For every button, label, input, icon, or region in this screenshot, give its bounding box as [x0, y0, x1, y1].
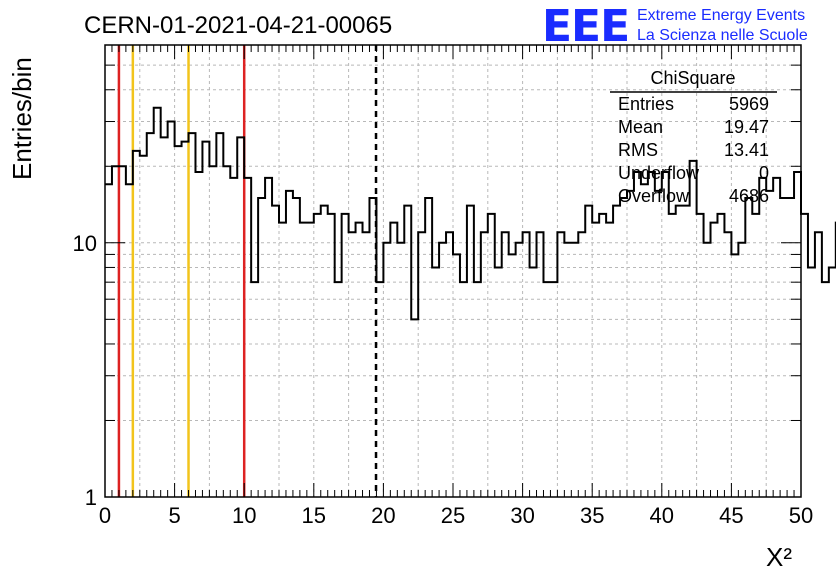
x-tick-label: 25: [441, 503, 465, 528]
stats-value: 0: [759, 163, 769, 183]
y-axis-title: Entries/bin: [7, 57, 37, 180]
logo-line2: La Scienza nelle Scuole: [637, 27, 808, 44]
x-tick-label: 40: [650, 503, 674, 528]
chart-title: CERN-01-2021-04-21-00065: [84, 12, 392, 39]
eee-logo: EEE Extreme Energy Events La Scienza nel…: [542, 1, 808, 52]
y-axis-tick-labels: 1 10: [73, 231, 97, 510]
x-tick-label: 30: [510, 503, 534, 528]
stats-name: ChiSquare: [650, 68, 735, 88]
x-tick-label: 0: [99, 503, 111, 528]
histogram-line: [105, 106, 836, 321]
x-tick-label: 5: [168, 503, 180, 528]
stats-value: 19.47: [724, 117, 769, 137]
y-tick-label: 1: [85, 485, 97, 510]
stats-label: Overflow: [618, 186, 690, 206]
x-axis-tick-labels: 0 5 10 15 20 25 30 35 40 45 50: [99, 503, 813, 528]
stats-rows: Entries 5969 Mean 19.47 RMS 13.41 Underflow 0 Ov…: [618, 94, 769, 206]
y-tick-label: 10: [73, 231, 97, 256]
stats-value: 5969: [729, 94, 769, 114]
stats-label: Underflow: [618, 163, 700, 183]
stats-label: Mean: [618, 117, 663, 137]
x-axis-title: X²: [766, 542, 792, 572]
reference-lines: [117, 45, 378, 497]
plot-grid: [105, 45, 801, 497]
stats-box: ChiSquare Entries 5969 Mean 19.47 RMS 13.41 Un…: [610, 68, 777, 206]
stats-value: 13.41: [724, 140, 769, 160]
x-tick-label: 45: [719, 503, 743, 528]
x-tick-label: 20: [371, 503, 395, 528]
x-tick-label: 15: [302, 503, 326, 528]
logo-mark: EEE: [542, 1, 629, 52]
axis-ticks: [104, 44, 802, 498]
x-tick-label: 35: [580, 503, 604, 528]
x-tick-label: 10: [232, 503, 256, 528]
logo-line1: Extreme Energy Events: [637, 7, 805, 24]
stats-label: Entries: [618, 94, 674, 114]
stats-value: 4686: [729, 186, 769, 206]
x-tick-label: 50: [789, 503, 813, 528]
stats-label: RMS: [618, 140, 658, 160]
